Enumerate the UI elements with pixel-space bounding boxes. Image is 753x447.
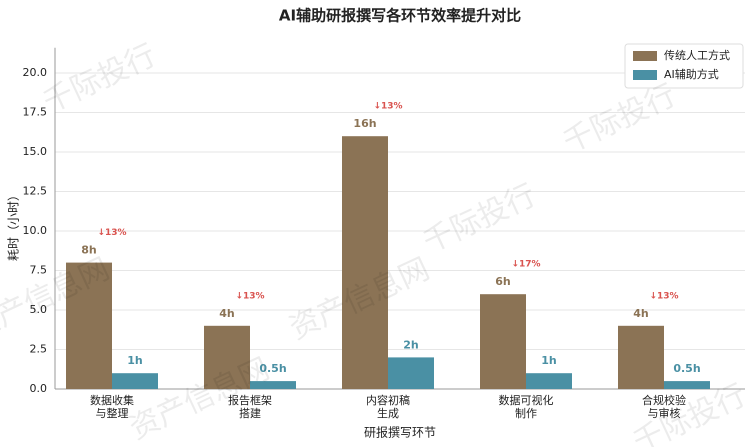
- y-tick-label: 7.5: [30, 264, 48, 277]
- annotation: ↓13%: [649, 291, 678, 301]
- value-label: 8h: [81, 244, 97, 257]
- legend: 传统人工方式 AI辅助方式: [624, 43, 744, 89]
- annotation: ↓17%: [511, 260, 540, 270]
- y-tick-label: 20.0: [23, 66, 48, 79]
- value-label: 0.5h: [673, 362, 700, 375]
- y-tick-label: 0.0: [30, 382, 48, 395]
- y-tick-label: 2.5: [30, 343, 48, 356]
- y-tick-label: 12.5: [23, 185, 48, 198]
- x-axis-label: 研报撰写环节: [364, 425, 436, 440]
- value-label: 16h: [353, 117, 376, 130]
- y-tick-label: 17.5: [23, 106, 48, 119]
- x-tick-label: 报告框架搭建: [228, 393, 272, 420]
- annotation: ↓13%: [97, 228, 126, 238]
- bar: [526, 373, 572, 389]
- value-label: 4h: [633, 307, 649, 320]
- watermark: 千际投行: [418, 178, 542, 260]
- bar: [112, 373, 158, 389]
- y-tick-label: 15.0: [23, 145, 48, 158]
- bar: [480, 294, 526, 389]
- legend-swatch: [633, 70, 657, 80]
- y-tick-label: 5.0: [30, 303, 48, 316]
- value-label: 6h: [495, 275, 511, 288]
- bar: [618, 325, 664, 389]
- value-label: 2h: [403, 338, 419, 351]
- legend-label: AI辅助方式: [664, 67, 719, 81]
- bar: [664, 381, 710, 389]
- annotation: ↓13%: [235, 291, 264, 301]
- x-tick-label: 数据收集与整理: [90, 393, 134, 420]
- bar: [388, 357, 434, 389]
- y-axis-label: 耗时（小时）: [7, 189, 21, 261]
- x-tick-label: 内容初稿生成: [366, 393, 410, 420]
- value-label: 4h: [219, 307, 235, 320]
- annotation: ↓13%: [373, 102, 402, 112]
- bar: [204, 325, 250, 389]
- bar: [250, 381, 296, 389]
- legend-swatch: [633, 51, 657, 61]
- bar: [342, 136, 388, 389]
- value-label: 1h: [127, 354, 143, 367]
- watermark: 千际投行: [558, 78, 682, 160]
- chart-title: AI辅助研报撰写各环节效率提升对比: [279, 7, 521, 25]
- watermark: 千际投行: [38, 38, 162, 120]
- y-tick-label: 10.0: [23, 224, 48, 237]
- x-tick-label: 合规校验与审核: [642, 393, 686, 420]
- value-label: 0.5h: [259, 362, 286, 375]
- value-label: 1h: [541, 354, 557, 367]
- legend-label: 传统人工方式: [664, 48, 730, 62]
- bar: [66, 262, 112, 389]
- x-tick-label: 数据可视化制作: [499, 393, 554, 420]
